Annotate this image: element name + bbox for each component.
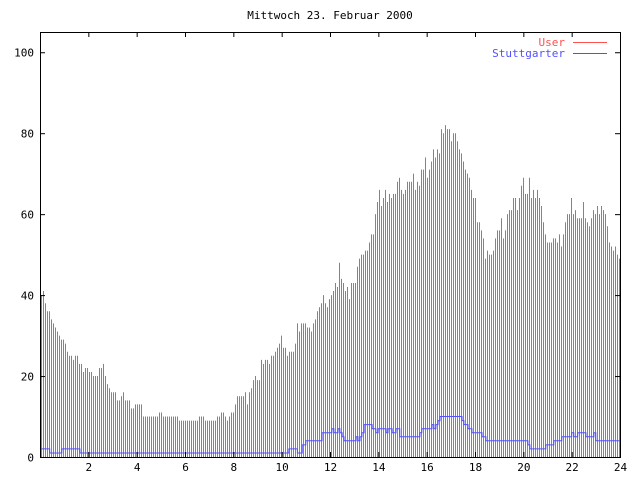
x-tick-label: 18	[469, 461, 482, 474]
y-tick-label: 60	[21, 209, 34, 222]
legend-label-user: User	[539, 36, 566, 49]
x-tick-label: 20	[517, 461, 530, 474]
x-tick-label: 16	[421, 461, 434, 474]
legend-label-stuttgarter: Stuttgarter	[492, 47, 565, 60]
y-tick-label: 0	[27, 452, 34, 465]
x-tick-label: 4	[134, 461, 141, 474]
x-tick-label: 14	[372, 461, 386, 474]
x-tick-label: 12	[324, 461, 337, 474]
user-bars	[41, 125, 620, 457]
x-tick-label: 24	[614, 461, 628, 474]
y-tick-label: 40	[21, 290, 34, 303]
x-tick-label: 10	[276, 461, 289, 474]
x-tick-label: 22	[566, 461, 579, 474]
x-tick-label: 8	[231, 461, 238, 474]
x-tick-label: 6	[182, 461, 189, 474]
x-tick-label: 2	[86, 461, 93, 474]
y-tick-label: 20	[21, 371, 34, 384]
y-tick-label: 100	[14, 47, 34, 60]
chart-title: Mittwoch 23. Februar 2000	[247, 9, 413, 22]
legend: User Stuttgarter	[492, 36, 607, 60]
y-tick-label: 80	[21, 128, 34, 141]
stuttgarter-line	[40, 416, 620, 454]
